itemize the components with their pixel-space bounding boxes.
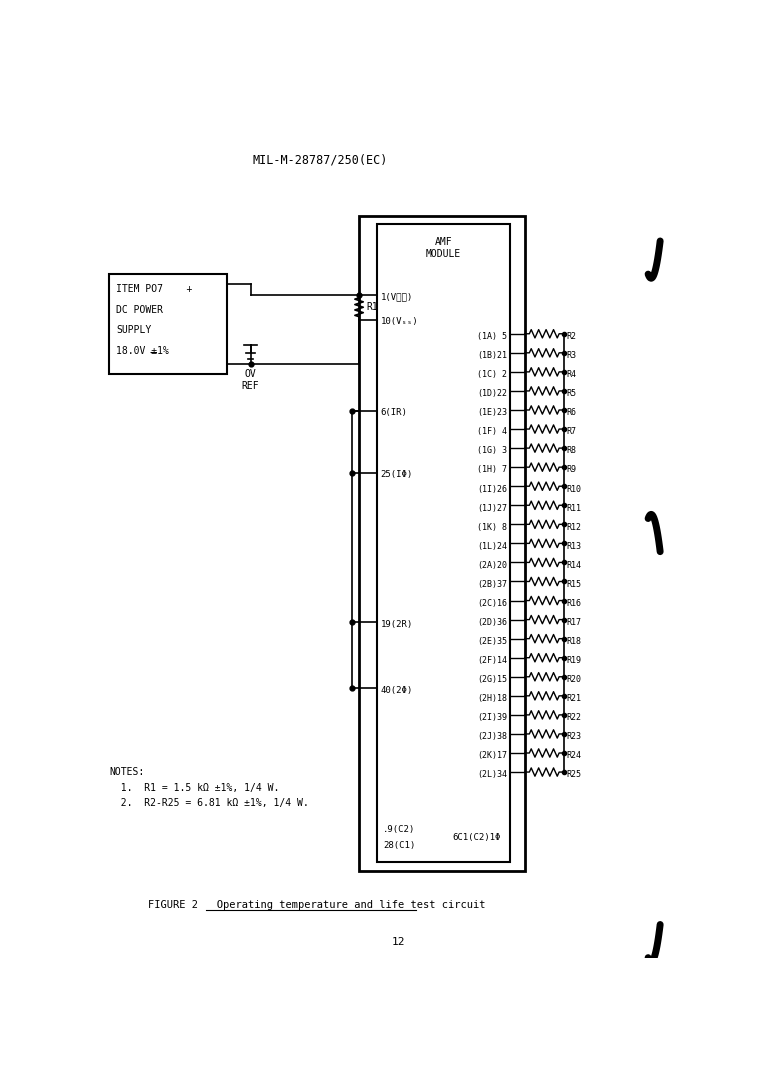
Text: R16: R16 [566,599,581,608]
Text: DC POWER: DC POWER [117,305,163,315]
Text: 40(2Φ): 40(2Φ) [381,685,413,695]
Text: R15: R15 [566,580,581,589]
Text: (2H)18: (2H)18 [477,694,507,704]
Text: 25(IΦ): 25(IΦ) [381,470,413,480]
Text: (1K) 8: (1K) 8 [477,523,507,532]
Text: NOTES:
  1.  R1 = 1.5 kΩ ±1%, 1/4 W.
  2.  R2-R25 = 6.81 kΩ ±1%, 1/4 W.: NOTES: 1. R1 = 1.5 kΩ ±1%, 1/4 W. 2. R2-… [109,767,309,808]
Text: AMF
MODULE: AMF MODULE [426,237,461,259]
Text: FIGURE 2   Operating temperature and life test circuit: FIGURE 2 Operating temperature and life … [148,900,486,909]
Text: (2J)38: (2J)38 [477,733,507,741]
Text: R2: R2 [566,332,577,341]
Text: 6(IR): 6(IR) [381,408,408,417]
Text: (2L)34: (2L)34 [477,770,507,779]
Text: R7: R7 [566,427,577,437]
Text: (2D)36: (2D)36 [477,618,507,627]
Text: 10(Vₛₛ): 10(Vₛₛ) [381,317,418,326]
Text: (2I)39: (2I)39 [477,713,507,722]
Text: (1I)26: (1I)26 [477,484,507,494]
Text: SUPPLY: SUPPLY [117,325,152,336]
Text: R17: R17 [566,618,581,627]
Text: (2F)14: (2F)14 [477,656,507,665]
Text: (1B)21: (1B)21 [477,351,507,360]
Text: (2E)35: (2E)35 [477,637,507,646]
Text: 6C1(C2)1Φ: 6C1(C2)1Φ [452,833,501,843]
Text: (1F) 4: (1F) 4 [477,427,507,437]
Text: (2G)15: (2G)15 [477,675,507,684]
Text: R20: R20 [566,675,581,684]
Text: 12: 12 [392,937,405,947]
Text: R21: R21 [566,694,581,704]
Text: (1E)23: (1E)23 [477,408,507,417]
Text: 19(2R): 19(2R) [381,620,413,628]
Text: R24: R24 [566,751,581,761]
Text: 1(Vᴅᴅ): 1(Vᴅᴅ) [381,293,413,301]
Text: (2B)37: (2B)37 [477,580,507,589]
Text: 28(C1): 28(C1) [383,841,416,850]
Text: (1L)24: (1L)24 [477,541,507,551]
Text: R23: R23 [566,733,581,741]
Text: R4: R4 [566,370,577,379]
Text: (1H) 7: (1H) 7 [477,466,507,475]
Text: (1D)22: (1D)22 [477,390,507,398]
Bar [377,225,510,862]
Text: R9: R9 [566,466,577,475]
Text: (1G) 3: (1G) 3 [477,447,507,455]
Text: −: − [149,346,157,359]
Text: (2C)16: (2C)16 [477,599,507,608]
Text: OV
REF: OV REF [242,369,260,391]
Text: R12: R12 [566,523,581,532]
Text: MIL-M-28787/250(EC): MIL-M-28787/250(EC) [253,154,388,167]
Text: R10: R10 [566,484,581,494]
Text: R14: R14 [566,561,581,570]
Bar [109,274,227,373]
Text: ITEM PO7    +: ITEM PO7 + [117,284,193,294]
Text: R5: R5 [566,390,577,398]
Text: R22: R22 [566,713,581,722]
Text: R18: R18 [566,637,581,646]
Text: (2K)17: (2K)17 [477,751,507,761]
Text: R8: R8 [566,447,577,455]
Text: R11: R11 [566,504,581,512]
Text: R25: R25 [566,770,581,779]
Text: 18.0V ±1%: 18.0V ±1% [117,346,169,356]
Text: (1A) 5: (1A) 5 [477,332,507,341]
Bar [359,216,524,870]
Text: .9(C2): .9(C2) [383,824,416,834]
Text: (2A)20: (2A)20 [477,561,507,570]
Text: (1C) 2: (1C) 2 [477,370,507,379]
Text: R19: R19 [566,656,581,665]
Text: R13: R13 [566,541,581,551]
Text: R1: R1 [366,302,378,312]
Text: (1J)27: (1J)27 [477,504,507,512]
Text: R6: R6 [566,408,577,417]
Text: R3: R3 [566,351,577,360]
